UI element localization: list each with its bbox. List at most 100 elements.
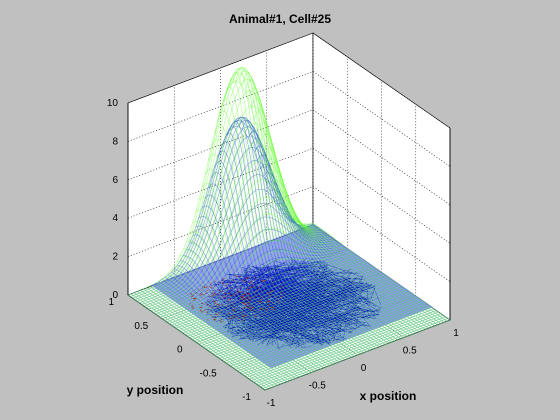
blue-surface-col: [140, 289, 278, 386]
blue-surface-col: [285, 216, 423, 331]
green-surface-row: [207, 280, 394, 351]
green-surface-col: [250, 97, 389, 344]
green-surface-row: [237, 300, 423, 372]
spike-mark: [267, 300, 271, 302]
blue-surface-col: [232, 117, 370, 351]
green-surface-row: [253, 311, 439, 383]
green-surface-col: [285, 209, 423, 331]
green-surface-row: [171, 254, 357, 326]
spike-mark: [221, 282, 223, 285]
green-surface-col: [220, 98, 358, 356]
blue-surface-col: [288, 219, 426, 330]
spike-mark: [271, 290, 273, 292]
green-surface-col: [198, 196, 337, 364]
blue-surface-col: [130, 293, 269, 390]
green-surface-row: [200, 275, 387, 347]
blue-surface-col: [250, 137, 389, 344]
green-surface-col: [278, 197, 417, 334]
green-surface-col: [306, 223, 444, 323]
x-tick-label: 1: [453, 328, 459, 339]
spike-mark: [213, 300, 216, 303]
trajectory-segment: [287, 273, 341, 326]
green-surface-col: [238, 68, 377, 349]
blue-surface-col: [127, 294, 266, 391]
spike-mark: [206, 289, 209, 292]
green-surface-col: [229, 71, 367, 352]
green-surface-row: [178, 259, 364, 331]
green-surface-row: [180, 261, 366, 332]
trajectory-segment: [268, 286, 301, 320]
green-surface-col: [174, 265, 312, 373]
blue-surface-col: [211, 172, 349, 359]
spike-mark: [234, 293, 236, 295]
blue-surface-col: [266, 181, 404, 338]
green-surface-row: [187, 265, 373, 337]
green-surface-row: [226, 292, 412, 364]
spike-mark: [214, 280, 217, 283]
x-tick-label: 0: [361, 363, 367, 374]
green-surface-row: [127, 80, 314, 296]
green-surface-row: [191, 268, 378, 340]
green-surface-row: [166, 251, 352, 323]
y-tick-label: 0.5: [134, 321, 148, 332]
green-surface-col: [241, 72, 380, 348]
green-surface-row: [205, 278, 391, 350]
blue-surface-col: [275, 202, 414, 335]
z-tick-label: 8: [112, 136, 118, 147]
spike-mark: [222, 295, 224, 297]
tick-labels: 0 2 4 6 8 10 1 0.5 0 -0.5 -1 -1 -0.5 0 0.5 1: [107, 98, 459, 409]
z-tick-label: 2: [112, 252, 118, 263]
green-surface-row: [228, 294, 414, 366]
green-surface-row: [184, 264, 371, 335]
blue-surface-col: [183, 255, 321, 370]
spike-mark: [232, 316, 235, 319]
blue-surface-col: [247, 130, 386, 345]
blue-surface-col: [161, 279, 300, 378]
green-surface-row: [244, 305, 430, 377]
spike-mark: [209, 286, 213, 289]
green-surface-row: [246, 306, 432, 378]
spike-mark: [242, 299, 246, 301]
green-surface-row: [150, 160, 336, 312]
spike-mark: [206, 303, 209, 306]
blue-surface-col: [134, 292, 272, 388]
blue-surface-col: [155, 282, 293, 380]
green-surface-col: [297, 221, 435, 327]
green-surface-row: [146, 122, 332, 308]
green-surface-row: [164, 249, 350, 321]
green-surface-col: [201, 182, 340, 363]
green-surface-row: [148, 141, 334, 310]
green-surface-col: [189, 231, 327, 367]
spike-mark: [244, 279, 247, 283]
trajectory-segment: [222, 271, 326, 327]
green-surface-row: [210, 281, 396, 353]
blue-surface-col: [180, 260, 318, 371]
green-surface-row: [130, 72, 316, 297]
blue-surface-col: [300, 224, 438, 325]
green-surface-col: [282, 204, 420, 332]
green-surface-col: [167, 272, 306, 376]
spike-mark: [220, 321, 222, 323]
blue-surface-col: [312, 223, 451, 321]
surface-green: [127, 66, 451, 391]
blue-surface-col: [207, 183, 346, 360]
green-surface-row: [262, 318, 448, 389]
blue-surface-col: [152, 284, 290, 381]
spike-mark: [236, 290, 240, 293]
green-surface-row: [134, 66, 320, 301]
blue-surface-col: [244, 124, 383, 346]
green-surface-col: [247, 87, 386, 345]
blue-surface-col: [294, 222, 432, 328]
trajectory-segment: [309, 263, 326, 273]
spike-mark: [211, 294, 214, 297]
green-surface-col: [155, 282, 293, 380]
trajectory-segment: [293, 320, 314, 346]
blue-surface-col: [186, 249, 324, 369]
green-surface-col: [146, 287, 284, 384]
green-surface-col: [140, 289, 278, 386]
green-surface-row: [239, 302, 426, 373]
trajectory-segment: [317, 316, 331, 342]
blue-surface-col: [137, 291, 275, 387]
green-surface-row: [260, 316, 446, 388]
green-surface-row: [136, 70, 323, 302]
